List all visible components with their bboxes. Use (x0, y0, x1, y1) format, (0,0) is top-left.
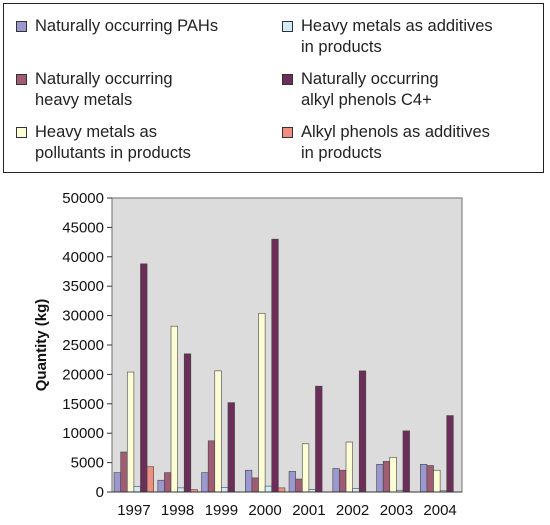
y-tick-label: 25000 (62, 337, 104, 354)
y-tick-label: 40000 (62, 249, 104, 266)
y-tick-label: 15000 (62, 396, 104, 413)
y-tick-label: 20000 (62, 366, 104, 383)
bar-heavy-metals-pollutants-2002 (345, 441, 353, 493)
legend-label-alkyl-phenols-additives: Alkyl phenols as additives in products (301, 123, 490, 162)
y-tick-label: 10000 (62, 425, 104, 442)
bar-heavy-metals-additives-2000 (264, 485, 273, 493)
bar-alkyl-phenols-additives-2000 (278, 487, 286, 493)
legend-swatch-heavy-metals-additives (282, 21, 293, 32)
bar-pahs-2003 (376, 464, 384, 493)
legend-label-heavy-metals-additives: Heavy metals as additives in products (301, 17, 493, 56)
legend-swatch-alkyl-phenols-c4 (282, 74, 293, 85)
legend-label-pahs: Naturally occurring PAHs (35, 17, 219, 35)
bar-pahs-2000 (245, 469, 253, 493)
bar-pahs-2001 (288, 471, 296, 493)
bar-alkyl-phenols-c4-2004 (446, 415, 454, 493)
bar-heavy-metals-pollutants-1999 (214, 370, 222, 493)
y-tick-label: 50000 (62, 190, 104, 207)
bar-alkyl-phenols-c4-2001 (315, 385, 323, 493)
bar-alkyl-phenols-c4-1997 (140, 263, 148, 493)
bar-natural-heavy-metals-2004 (426, 465, 434, 493)
bar-pahs-1997 (113, 472, 121, 493)
bar-natural-heavy-metals-1997 (120, 451, 128, 493)
legend-swatch-pahs (16, 21, 27, 32)
legend-entry-heavy-metals-pollutants: Heavy metals as pollutants in products (16, 122, 191, 164)
bar-alkyl-phenols-additives-1997 (146, 466, 154, 493)
bar-heavy-metals-pollutants-1998 (170, 325, 178, 493)
bar-pahs-2004 (420, 464, 428, 493)
y-tick-label: 30000 (62, 308, 104, 325)
y-axis-title: Quantity (kg) (33, 299, 50, 392)
bar-heavy-metals-pollutants-2003 (389, 457, 397, 493)
y-tick-label: 45000 (62, 219, 104, 236)
bar-alkyl-phenols-c4-2003 (402, 430, 410, 493)
y-axis-ticks: 0 5000 10000 15000 20000 25000 30000 35000 40000… (62, 190, 112, 501)
bar-natural-heavy-metals-1999 (207, 440, 216, 493)
y-tick-label: 35000 (62, 278, 104, 295)
x-tick-label-1999: 1999 (205, 502, 238, 519)
x-tick-label-1997: 1997 (117, 502, 150, 519)
bar-heavy-metals-additives-1997 (133, 486, 141, 493)
legend-swatch-heavy-metals-pollutants (16, 127, 27, 138)
bar-pahs-1999 (201, 472, 209, 493)
bar-heavy-metals-additives-1998 (177, 487, 185, 493)
legend-label-alkyl-phenols-c4: Naturally occurring alkyl phenols C4+ (301, 70, 439, 109)
bar-natural-heavy-metals-2002 (339, 469, 347, 493)
bar-heavy-metals-pollutants-2000 (258, 312, 266, 493)
x-tick-label-2003: 2003 (380, 502, 413, 519)
bar-heavy-metals-additives-2002 (352, 488, 360, 493)
x-tick-label-2001: 2001 (292, 502, 325, 519)
bar-pahs-2002 (332, 468, 340, 493)
x-tick-label-2004: 2004 (423, 502, 456, 519)
x-axis-labels: 1997 1998 1999 2000 2001 2002 2003 2004 (117, 502, 457, 519)
legend-swatch-alkyl-phenols-additives (282, 127, 293, 138)
bar-alkyl-phenols-c4-2000 (271, 238, 279, 493)
bar-heavy-metals-pollutants-2004 (433, 469, 441, 493)
bar-natural-heavy-metals-1998 (164, 472, 172, 493)
bar-pahs-1998 (157, 479, 165, 493)
bar-natural-heavy-metals-2001 (295, 478, 303, 493)
y-tick-label: 5000 (71, 455, 104, 472)
x-tick-label-1998: 1998 (161, 502, 194, 519)
legend-entry-heavy-metals-additives: Heavy metals as additives in products (282, 16, 493, 58)
bar-natural-heavy-metals-2003 (382, 461, 391, 493)
bar-alkyl-phenols-c4-1999 (227, 402, 235, 493)
bar-alkyl-phenols-c4-2002 (358, 370, 367, 493)
bar-heavy-metals-pollutants-2001 (301, 443, 310, 493)
x-tick-label-2000: 2000 (248, 502, 281, 519)
y-tick-label: 0 (96, 484, 104, 501)
x-tick-label-2002: 2002 (336, 502, 369, 519)
bar-natural-heavy-metals-2000 (251, 477, 259, 493)
legend-label-heavy-metals-pollutants: Heavy metals as pollutants in products (35, 123, 191, 162)
bar-alkyl-phenols-c4-1998 (183, 353, 192, 493)
legend-swatch-natural-heavy-metals (16, 74, 27, 85)
legend-label-natural-heavy-metals: Naturally occurring heavy metals (35, 70, 173, 109)
legend-entry-alkyl-phenols-c4: Naturally occurring alkyl phenols C4+ (282, 69, 439, 111)
legend-entry-natural-heavy-metals: Naturally occurring heavy metals (16, 69, 173, 111)
legend: Naturally occurring PAHs Naturally occur… (3, 3, 544, 173)
bar-heavy-metals-pollutants-1997 (126, 371, 135, 493)
bar-heavy-metals-additives-1999 (221, 486, 229, 493)
legend-entry-alkyl-phenols-additives: Alkyl phenols as additives in products (282, 122, 490, 164)
legend-entry-pahs: Naturally occurring PAHs (16, 16, 218, 37)
